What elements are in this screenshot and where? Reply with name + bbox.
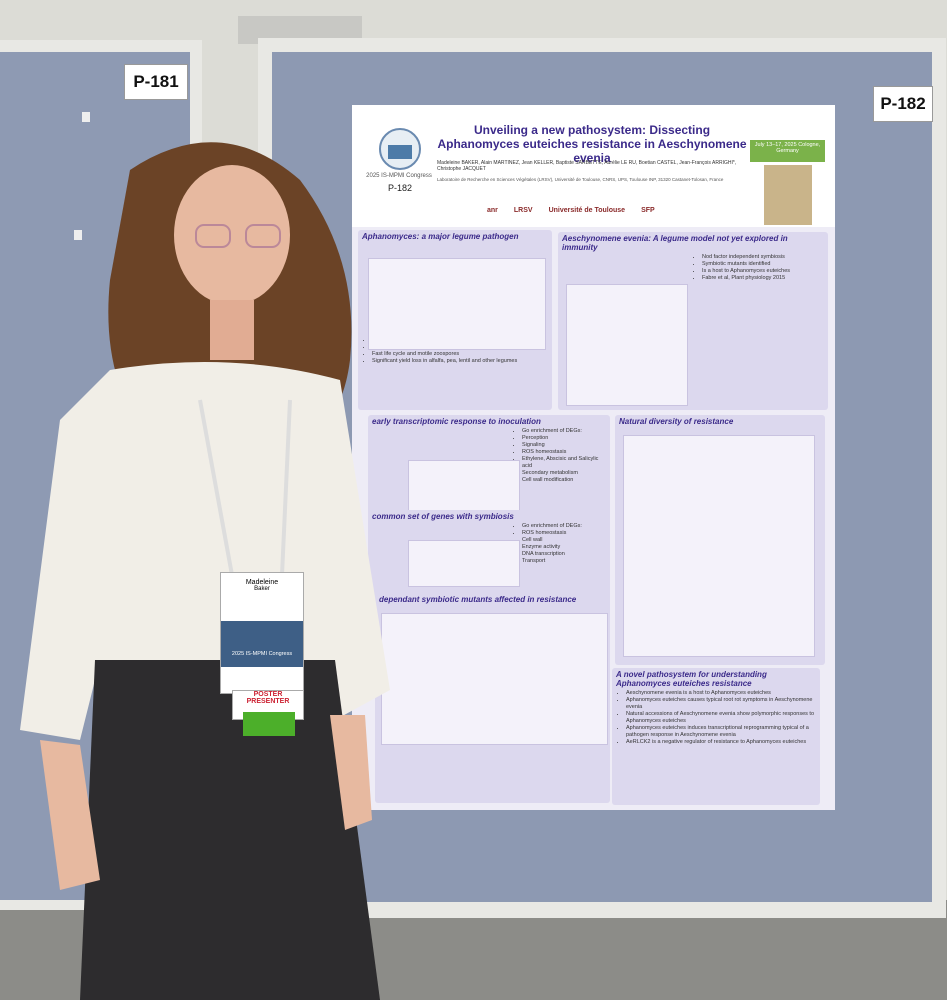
bullet-list: Aeschynomene evenia is a host to Aphanom… <box>612 690 820 746</box>
poster-section: Natural diversity of resistance <box>615 415 825 665</box>
board-label: P-181 <box>124 64 188 100</box>
poster-number: P-182 <box>387 183 413 193</box>
figure <box>566 284 688 406</box>
bullet: Cell wall modification <box>522 477 610 484</box>
badge-last-name: Baker <box>254 586 270 592</box>
authors: Madeleine BAKER, Alain MARTINEZ, Jean KE… <box>437 160 737 172</box>
bullet-list: Go enrichment of DEGs:PerceptionSignalin… <box>508 428 610 484</box>
figure <box>623 435 815 657</box>
poster: 2025 IS-MPMI Congress P-182 Unveiling a … <box>352 105 835 810</box>
poster-section: dependant symbiotic mutants affected in … <box>375 593 610 803</box>
section-heading: Aeschynomene evenia: A legume model not … <box>562 234 788 252</box>
bullet: Transport <box>522 558 610 565</box>
logo: LRSV <box>513 207 533 214</box>
section-heading: common set of genes with symbiosis <box>372 512 514 521</box>
badge: Madeleine Baker 2025 IS-MPMI Congress <box>220 572 304 694</box>
figure <box>408 460 520 512</box>
poster-section: common set of genes with symbiosis Go enr… <box>368 510 610 600</box>
bullet: Aeschynomene evenia is a host to Aphanom… <box>626 690 820 697</box>
badge-event: 2025 IS-MPMI Congress <box>231 651 293 657</box>
bullet: DNA transcription <box>522 551 610 558</box>
bullet: AeRLCK2 is a negative regulator of resis… <box>626 739 820 746</box>
figure <box>381 613 608 745</box>
figure <box>368 258 546 350</box>
bullet: Go enrichment of DEGs: <box>522 428 610 435</box>
dates: July 13–17, 2025 Cologne, Germany <box>750 140 825 162</box>
bullet: Cell wall <box>522 537 610 544</box>
logo: anr <box>487 207 498 214</box>
bullet: Significant yield loss in alfalfa, pea, … <box>372 358 552 365</box>
section-heading: dependant symbiotic mutants affected in … <box>379 595 577 604</box>
section-heading: Aphanomyces: a major legume pathogen <box>362 232 519 241</box>
bullet: Nod factor independent symbiosis <box>702 254 828 261</box>
bullet: Aphanomyces euteiches induces transcript… <box>626 725 820 739</box>
bullet: ROS homeostasis <box>522 530 610 537</box>
poster-section: Aeschynomene evenia: A legume model not … <box>558 232 828 410</box>
poster-title: Unveiling a new pathosystem: Dissecting … <box>437 123 747 165</box>
figure <box>408 540 520 587</box>
bullet-list: Go enrichment of DEGs:ROS homeostasisCel… <box>508 523 610 565</box>
section-heading: A novel pathosystem for understanding Ap… <box>616 670 767 688</box>
affiliations: Laboratoire de Recherche en Sciences Vég… <box>437 177 724 182</box>
ribbon-green <box>243 712 295 736</box>
congress: 2025 IS-MPMI Congress <box>366 173 432 179</box>
bullet: Aphanomyces euteiches causes typical roo… <box>626 697 820 711</box>
bullet: Perception <box>522 435 610 442</box>
logo-row: anr LRSV Université de Toulouse SFP <box>487 207 717 214</box>
bullet: Signaling <box>522 442 610 449</box>
bullet: Enzyme activity <box>522 544 610 551</box>
poster-header <box>352 105 835 227</box>
bullet-list: Nod factor independent symbiosisSymbioti… <box>688 254 828 282</box>
section-heading: Natural diversity of resistance <box>619 417 734 426</box>
poster-section: Aphanomyces: a major legume pathogenNo e… <box>358 230 552 410</box>
bullet: Fast life cycle and motile zoospores <box>372 351 552 358</box>
portrait <box>764 165 812 225</box>
bullet: ROS homeostasis <box>522 449 610 456</box>
bullet: Natural accessions of Aeschynomene eveni… <box>626 711 820 725</box>
bullet: Symbiotic mutants identified <box>702 261 828 268</box>
bullet: Is a host to Aphanomyces euteiches <box>702 268 828 275</box>
bullet: Fabre et al, Plant physiology 2015 <box>702 275 828 282</box>
bullet: Secondary metabolism <box>522 470 610 477</box>
board-label: P-182 <box>873 86 933 122</box>
congress-logo <box>379 128 421 170</box>
logo: Université de Toulouse <box>548 207 626 214</box>
logo: SFP <box>641 207 655 214</box>
badge-first-name: Madeleine <box>245 579 279 586</box>
bullet: Go enrichment of DEGs: <box>522 523 610 530</box>
bullet: Ethylene, Abscisic and Salicylic acid <box>522 456 610 470</box>
section-heading: early transcriptomic response to inocula… <box>372 417 541 426</box>
poster-section: A novel pathosystem for understanding Ap… <box>612 668 820 805</box>
